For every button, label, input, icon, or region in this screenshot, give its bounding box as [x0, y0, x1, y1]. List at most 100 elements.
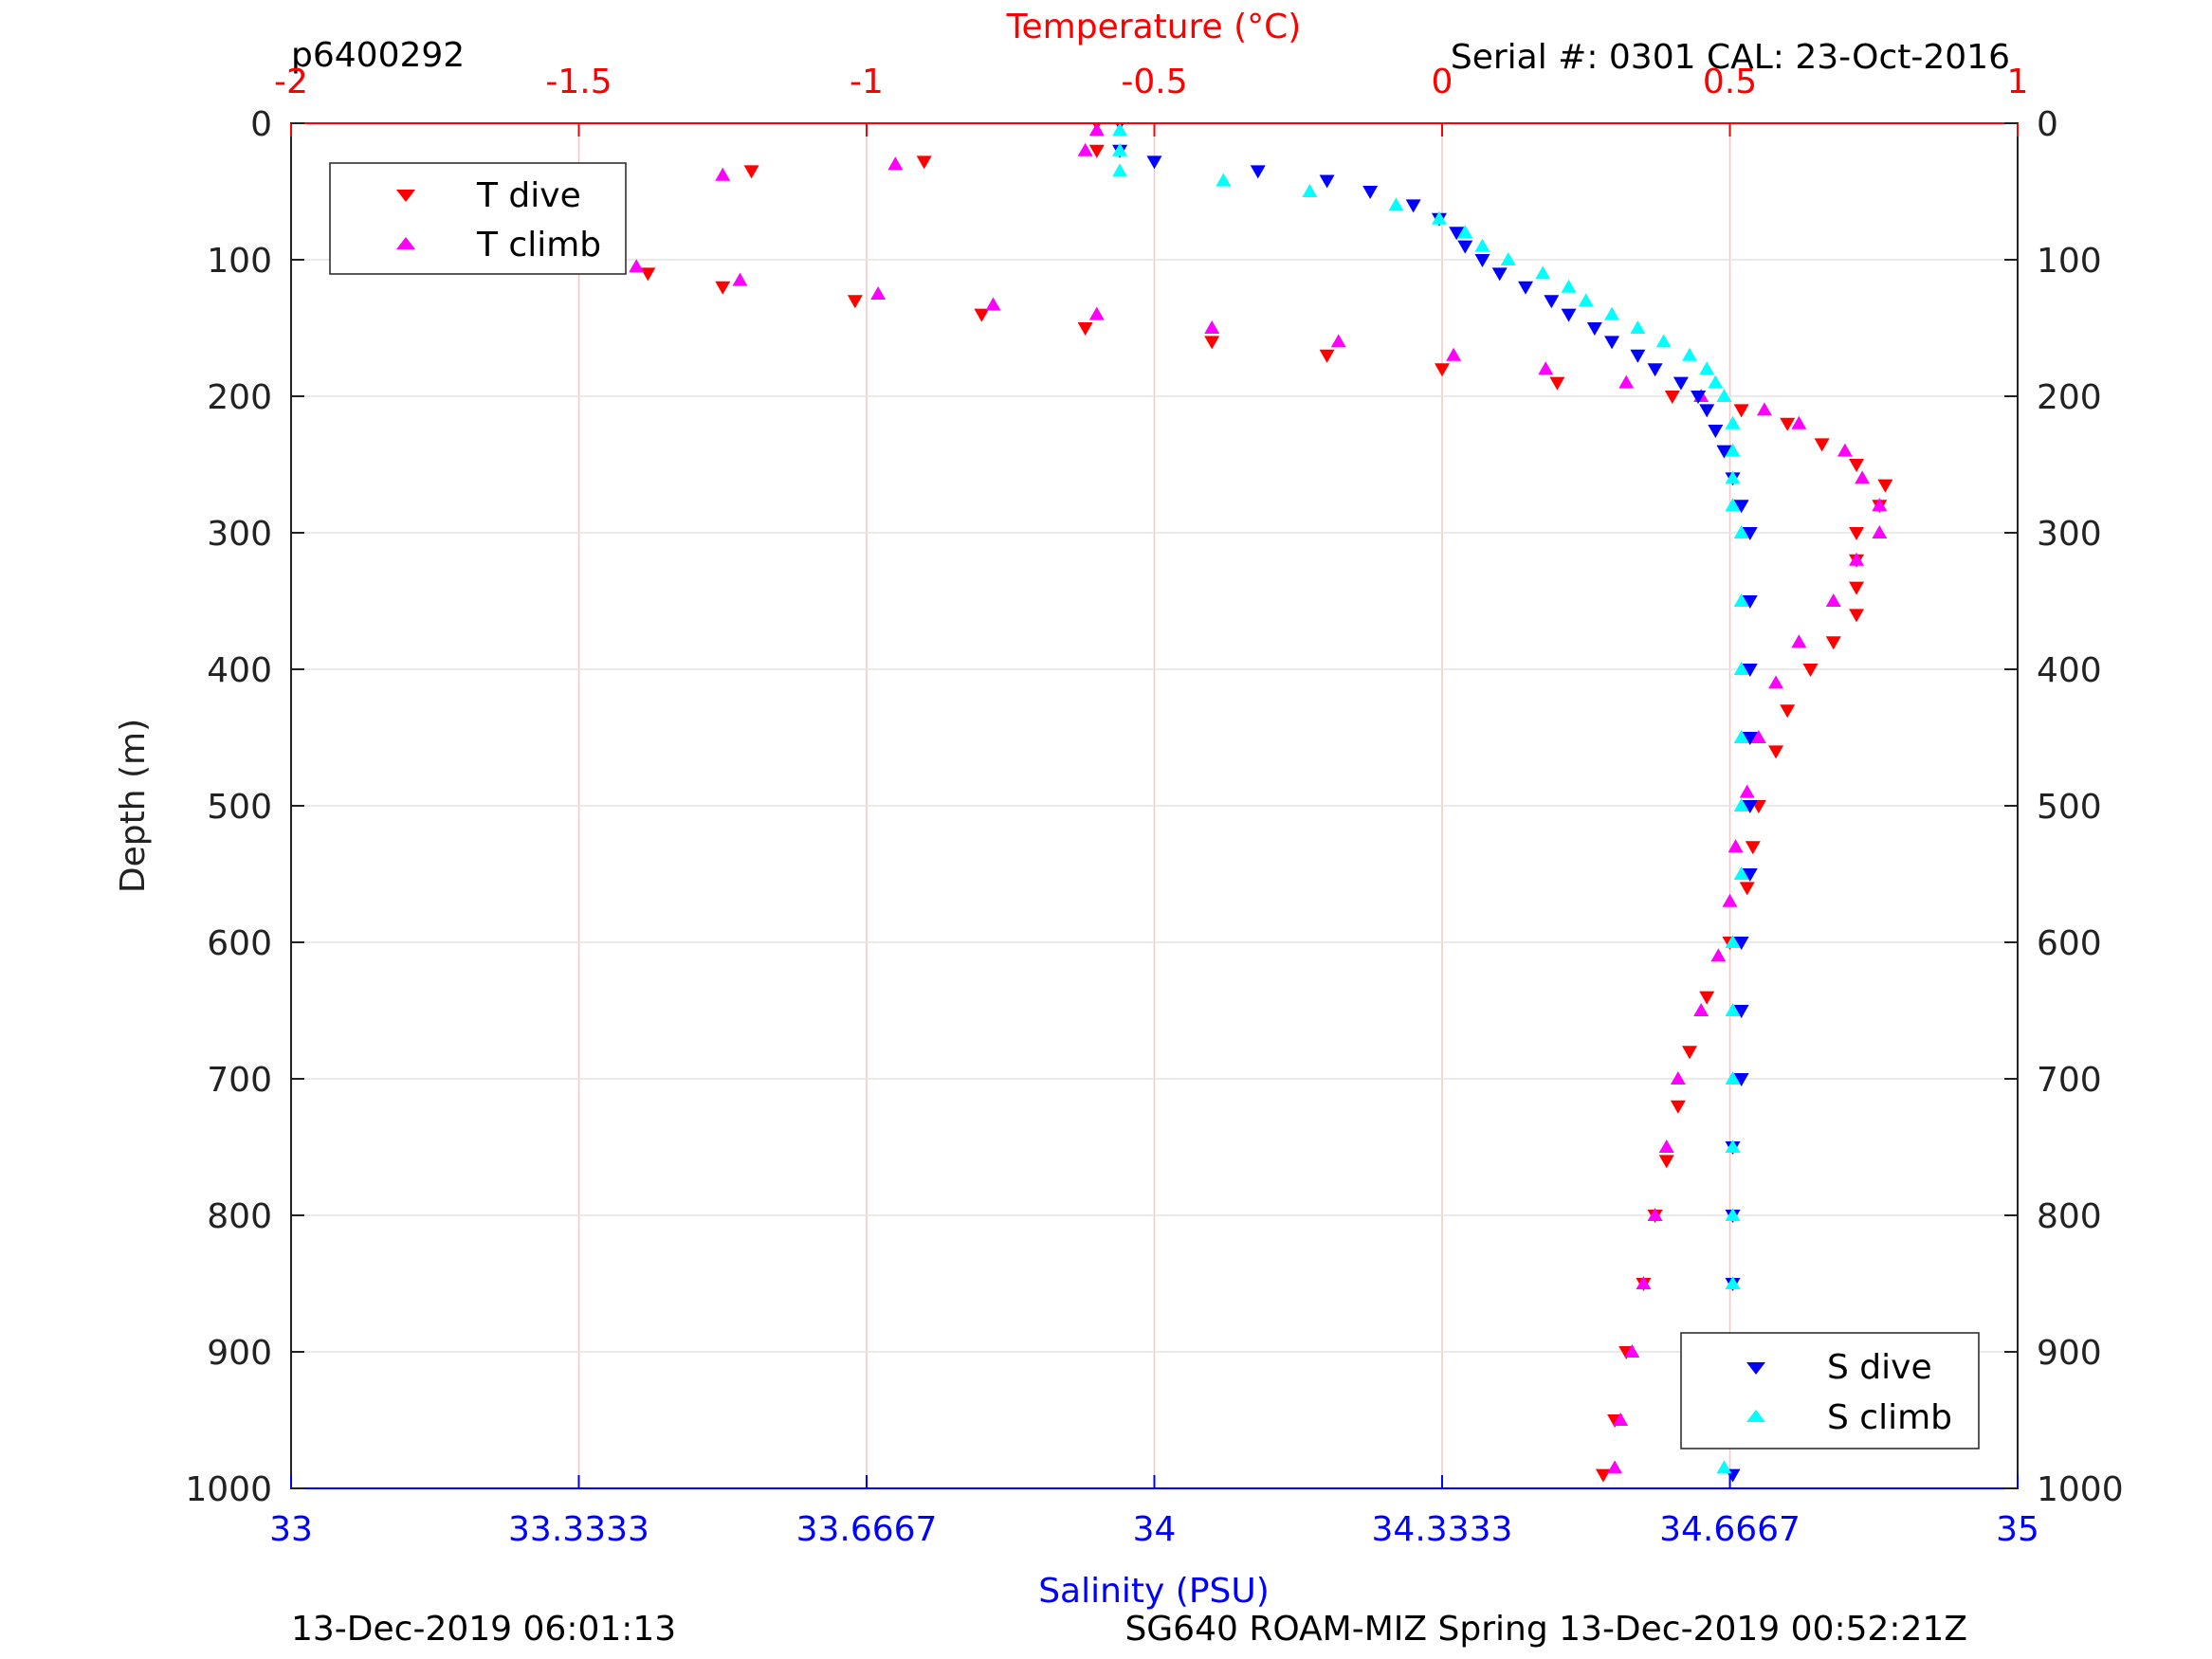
t-dive-point	[1780, 704, 1796, 719]
s-climb-point	[1716, 389, 1732, 402]
salinity-legend-box	[1680, 1332, 1980, 1449]
t-climb-point	[1330, 334, 1346, 348]
temperature-axis-title: Temperature (°C)	[1006, 8, 1302, 46]
s-dive-point	[1716, 445, 1732, 459]
s-dive-point	[1491, 267, 1508, 282]
t-dive-point	[743, 165, 759, 179]
s-climb-point	[1733, 662, 1749, 675]
t-climb-point	[1088, 306, 1105, 320]
s-climb-point	[1682, 347, 1698, 361]
s-climb-point	[1630, 320, 1646, 334]
t-dive-point	[1549, 376, 1565, 391]
s-climb-point	[1716, 1460, 1732, 1474]
s-dive-point	[1146, 155, 1162, 170]
salinity-legend: S dive S climb	[1680, 1332, 1980, 1449]
t-climb-point	[1825, 593, 1841, 607]
t-climb-point	[1538, 361, 1554, 375]
depth-tick-label-right: 400	[2037, 651, 2102, 690]
s-dive-point	[1561, 308, 1577, 322]
t-climb-legend-label: T climb	[476, 226, 601, 264]
s-climb-point	[1216, 173, 1232, 187]
s-dive-point	[1647, 363, 1663, 377]
t-climb-point	[1618, 374, 1635, 389]
s-climb-point	[1725, 1003, 1741, 1016]
depth-tick-label-right: 300	[2037, 515, 2102, 554]
t-climb-point	[629, 259, 645, 273]
depth-tick-label-right: 900	[2037, 1334, 2102, 1373]
s-dive-point	[1586, 322, 1602, 336]
t-climb-point	[1636, 1276, 1652, 1289]
t-climb-point	[1693, 1003, 1709, 1016]
t-dive-point	[1319, 349, 1335, 363]
temperature-tick-label: 1	[2007, 63, 2029, 101]
t-climb-point	[1728, 839, 1744, 853]
depth-axis-title: Depth (m)	[114, 719, 153, 893]
t-dive-point	[1670, 1100, 1686, 1114]
s-climb-point	[1733, 866, 1749, 880]
t-climb-point	[1872, 525, 1888, 538]
s-dive-point	[1544, 295, 1560, 309]
s-climb-point	[1302, 184, 1318, 197]
t-dive-point	[1745, 841, 1761, 855]
s-climb-point	[1561, 279, 1577, 293]
t-dive-point	[1658, 1155, 1674, 1169]
t-climb-point	[1446, 347, 1462, 361]
t-climb-point	[1613, 1413, 1629, 1426]
t-climb-point	[1791, 634, 1807, 648]
s-dive-point	[1518, 281, 1534, 295]
temperature-legend: T dive T climb	[329, 162, 627, 275]
s-dive-point	[1250, 165, 1266, 179]
depth-tick-label-right: 700	[2037, 1061, 2102, 1100]
s-climb-point	[1604, 306, 1620, 320]
s-dive-legend-label: S dive	[1827, 1348, 1932, 1387]
s-dive-point	[1742, 664, 1758, 677]
s-dive-point	[1742, 527, 1758, 540]
s-climb-point	[1733, 593, 1749, 607]
t-climb-point	[1750, 730, 1766, 743]
t-dive-point	[916, 155, 932, 170]
depth-tick-label-left: 600	[207, 924, 272, 963]
t-climb-legend-marker	[396, 237, 415, 249]
s-dive-point	[1319, 174, 1335, 189]
t-dive-point	[1849, 609, 1865, 623]
t-dive-point	[1664, 391, 1680, 404]
s-dive-legend-marker	[1746, 1362, 1765, 1375]
s-dive-point	[1733, 500, 1749, 514]
s-dive-point	[1457, 240, 1473, 254]
s-climb-point	[1733, 798, 1749, 811]
serial-cal-label: Serial #: 0301 CAL: 23-Oct-2016	[1451, 38, 2010, 77]
t-climb-point	[1710, 948, 1727, 962]
salinity-tick-label: 34	[1133, 1510, 1177, 1549]
t-dive-point	[1204, 336, 1220, 350]
s-climb-point	[1708, 374, 1724, 389]
s-climb-point	[1474, 238, 1490, 252]
s-climb-point	[1725, 498, 1741, 512]
s-dive-point	[1630, 349, 1646, 363]
salinity-tick-label: 33.6667	[796, 1510, 938, 1549]
t-climb-point	[1658, 1139, 1674, 1153]
salinity-tick-label: 34.6667	[1659, 1510, 1801, 1549]
depth-tick-label-left: 300	[207, 515, 272, 554]
depth-tick-label-left: 400	[207, 651, 272, 690]
t-climb-point	[1607, 1460, 1623, 1474]
s-climb-point	[1112, 163, 1128, 177]
t-climb-point	[1849, 552, 1865, 566]
s-climb-point	[1535, 265, 1551, 280]
s-dive-point	[1742, 595, 1758, 609]
s-climb-point	[1655, 334, 1672, 348]
t-dive-point	[1077, 322, 1093, 336]
depth-tick-label-left: 700	[207, 1061, 272, 1100]
t-dive-point	[1780, 417, 1796, 431]
depth-tick-label-left: 0	[250, 105, 272, 144]
salinity-tick-label: 34.3333	[1372, 1510, 1513, 1549]
s-dive-point	[1742, 800, 1758, 813]
s-climb-point	[1733, 525, 1749, 538]
salinity-tick-label: 35	[1996, 1510, 2039, 1549]
t-dive-point	[1849, 527, 1865, 540]
t-dive-point	[1733, 404, 1749, 418]
s-dive-point	[1673, 376, 1689, 391]
depth-tick-label-left: 100	[207, 242, 272, 281]
t-dive-point	[1088, 144, 1105, 158]
s-climb-point	[1112, 142, 1128, 156]
